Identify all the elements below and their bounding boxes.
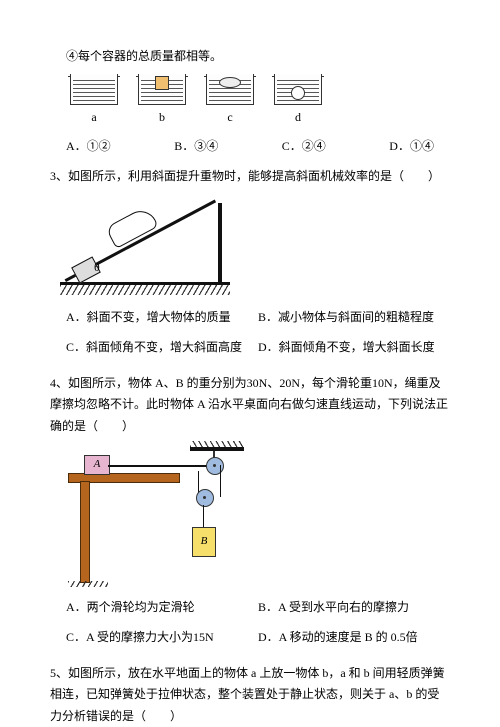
beaker-d: d	[274, 74, 322, 129]
theta-label: θ	[94, 257, 100, 279]
q4-choice-c: C．A 受的摩擦力大小为15N	[66, 627, 258, 649]
q4-choice-a: A．两个滑轮均为定滑轮	[66, 597, 258, 619]
beaker-b: b	[138, 74, 186, 129]
beaker-c: c	[206, 74, 254, 129]
q2-choice-c: C．②④	[282, 136, 326, 158]
q4-choice-d: D．A 移动的速度是 B 的 0.5倍	[258, 627, 450, 649]
q3-stem: 3、如图所示，利用斜面提升重物时，能够提高斜面机械效率的是（ ）	[50, 166, 450, 188]
beaker-label-c: c	[206, 107, 254, 129]
movable-pulley-icon	[196, 489, 214, 507]
block-b-icon: B	[192, 527, 216, 557]
beaker-label-a: a	[70, 107, 118, 129]
beaker-label-b: b	[138, 107, 186, 129]
beaker-label-d: d	[274, 107, 322, 129]
q2-choice-d: D．①④	[389, 136, 434, 158]
incline-figure: θ	[60, 195, 230, 295]
circle-icon	[291, 86, 305, 100]
q4-choice-b: B．A 受到水平向右的摩擦力	[258, 597, 450, 619]
q2-choice-a: A．①②	[66, 136, 111, 158]
q3-choice-d: D．斜面倾角不变，增大斜面长度	[258, 337, 450, 359]
q2-choices: A．①② B．③④ C．②④ D．①④	[50, 136, 434, 158]
q4-stem: 4、如图所示，物体 A、B 的重分别为30N、20N，每个滑轮重10N，绳重及摩…	[50, 373, 450, 438]
intro-line4: ④每个容器的总质量都相等。	[50, 46, 450, 68]
ellipse-icon	[219, 77, 241, 88]
q5-stem: 5、如图所示，放在水平地面上的物体 a 上放一物体 b，a 和 b 间用轻质弹簧…	[50, 663, 450, 727]
fixed-pulley-icon	[206, 457, 224, 475]
q4-choices: A．两个滑轮均为定滑轮 B．A 受到水平向右的摩擦力 C．A 受的摩擦力大小为1…	[50, 593, 450, 652]
q3-choice-b: B．减小物体与斜面间的粗糙程度	[258, 307, 450, 329]
beaker-a: a	[70, 74, 118, 129]
q3-choice-a: A．斜面不变，增大物体的质量	[66, 307, 258, 329]
block-a-icon: A	[84, 455, 110, 475]
q3-choices: A．斜面不变，增大物体的质量 B．减小物体与斜面间的粗糙程度 C．斜面倾角不变，…	[50, 303, 450, 362]
q3-choice-c: C．斜面倾角不变，增大斜面高度	[66, 337, 258, 359]
q2-choice-b: B．③④	[174, 136, 218, 158]
containers-figure: a b c d	[50, 74, 450, 129]
pulley-figure: A B	[68, 445, 248, 585]
cube-icon	[155, 76, 169, 90]
